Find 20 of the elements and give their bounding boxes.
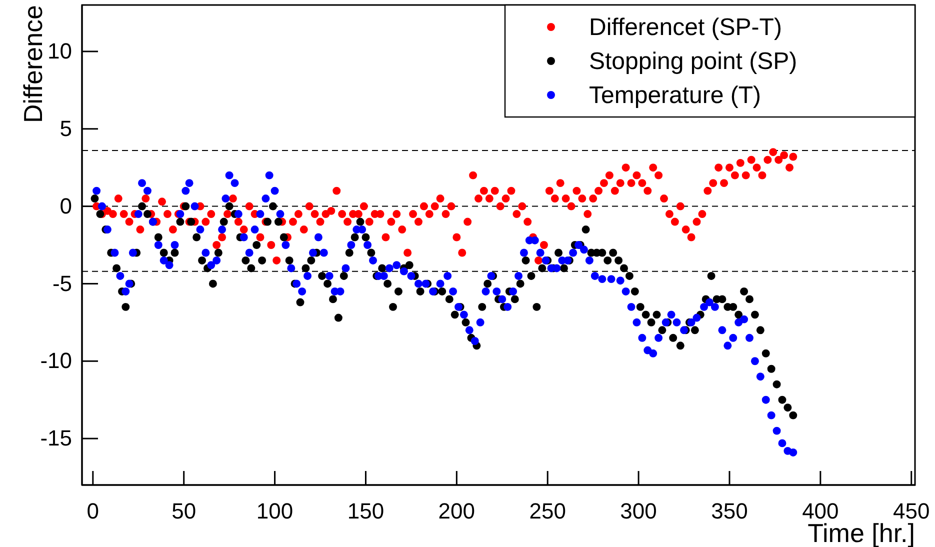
- x-tick-label: 450: [893, 498, 930, 524]
- legend-label: Differencet (SP-T): [589, 14, 782, 41]
- x-tick-label: 50: [172, 498, 196, 524]
- x-tick-label: 200: [438, 498, 476, 524]
- x-tick-label: 350: [711, 498, 748, 524]
- y-tick-label: 5: [60, 116, 72, 141]
- x-tick-label: 100: [256, 498, 294, 524]
- x-tick-label: 400: [802, 498, 839, 524]
- y-axis-title: Difference: [18, 5, 48, 124]
- y-tick-label: 0: [60, 193, 72, 218]
- x-tick-label: 150: [347, 498, 384, 524]
- legend-label: Temperature (T): [589, 82, 762, 109]
- y-tick-label: 10: [48, 38, 72, 64]
- y-tick-label: -5: [52, 270, 72, 296]
- x-tick-label: 300: [620, 498, 657, 524]
- x-tick-label: 0: [86, 498, 100, 524]
- y-tick-label: -10: [40, 348, 72, 374]
- x-tick-label: 250: [529, 498, 566, 524]
- legend-label: Stopping point (SP): [589, 48, 798, 75]
- y-tick-label: -15: [40, 426, 72, 451]
